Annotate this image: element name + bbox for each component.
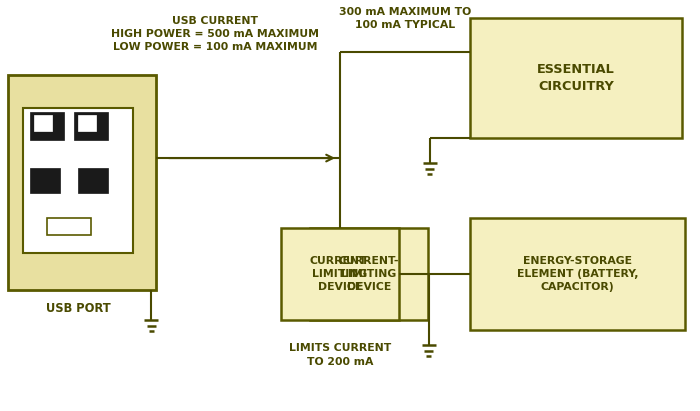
Bar bbox=[23, 108, 133, 253]
Bar bbox=[78, 168, 108, 193]
Bar bbox=[30, 168, 60, 193]
Text: USB CURRENT
HIGH POWER = 500 mA MAXIMUM
LOW POWER = 100 mA MAXIMUM: USB CURRENT HIGH POWER = 500 mA MAXIMUM … bbox=[111, 16, 319, 52]
Bar bbox=[470, 218, 685, 330]
Text: ESSENTIAL
CIRCUITRY: ESSENTIAL CIRCUITRY bbox=[537, 63, 615, 93]
Bar bbox=[30, 112, 64, 140]
Text: 300 mA MAXIMUM TO
100 mA TYPICAL: 300 mA MAXIMUM TO 100 mA TYPICAL bbox=[339, 7, 471, 30]
Bar bbox=[470, 18, 682, 138]
Bar bbox=[78, 115, 96, 131]
Bar bbox=[66, 168, 72, 193]
Bar bbox=[310, 228, 428, 320]
Bar bbox=[74, 112, 108, 140]
Text: CURRENT-
LIMITING
DEVICE: CURRENT- LIMITING DEVICE bbox=[339, 256, 399, 292]
Bar bbox=[8, 75, 156, 290]
Bar bbox=[34, 115, 52, 131]
Text: LIMITS CURRENT
TO 200 mA: LIMITS CURRENT TO 200 mA bbox=[289, 344, 391, 367]
Text: CURRENT-
LIMITING
DEVICE: CURRENT- LIMITING DEVICE bbox=[310, 256, 370, 292]
Bar bbox=[47, 218, 91, 235]
Text: USB PORT: USB PORT bbox=[46, 302, 111, 314]
Bar bbox=[281, 228, 399, 320]
Text: ENERGY-STORAGE
ELEMENT (BATTERY,
CAPACITOR): ENERGY-STORAGE ELEMENT (BATTERY, CAPACIT… bbox=[517, 256, 638, 292]
